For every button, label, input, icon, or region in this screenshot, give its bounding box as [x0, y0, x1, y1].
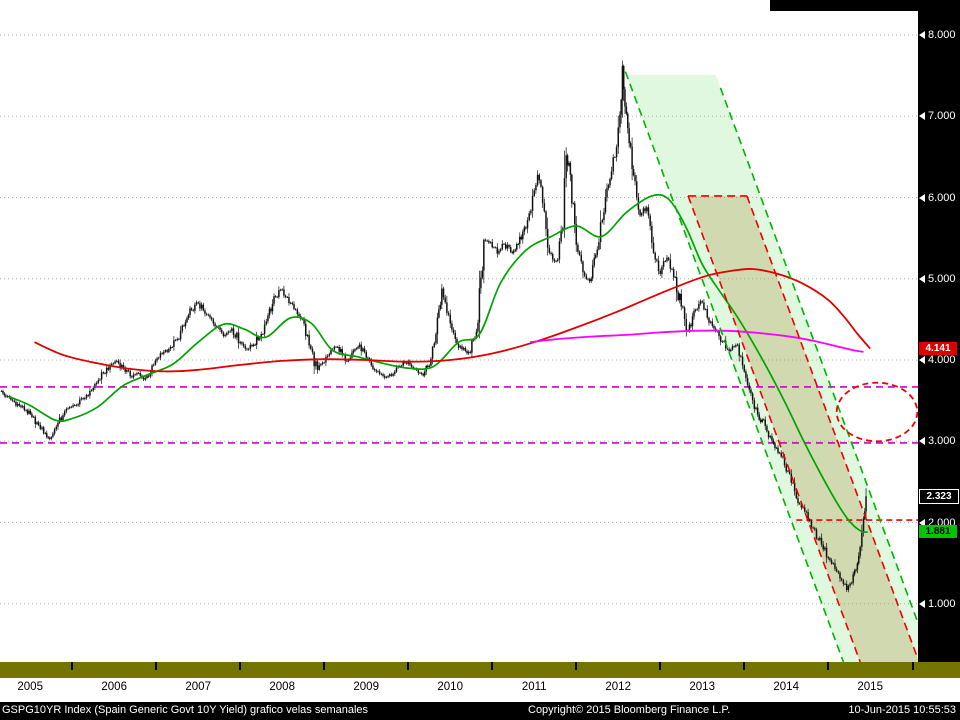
y-tick-arrow-icon — [919, 356, 925, 364]
ma-long-red — [34, 268, 871, 373]
y-tick-arrow-icon — [919, 518, 925, 527]
y-tick-label: 7.000 — [918, 110, 956, 122]
ma-short-green — [8, 193, 868, 534]
y-tick-label: 5.000 — [918, 273, 956, 285]
year-label: 2008 — [269, 681, 295, 693]
y-tick-label: 1.000 — [918, 598, 956, 610]
ma-flat-magenta — [529, 329, 864, 353]
moving-averages-layer — [8, 193, 871, 534]
y-tick-arrow-icon — [919, 599, 925, 608]
price-label-green-ma: 1.881 — [919, 525, 957, 539]
channel-outer-upper-green — [719, 87, 918, 624]
year-label: 2006 — [101, 681, 127, 693]
footer-copyright: Copyright© 2015 Bloomberg Finance L.P. — [528, 704, 731, 716]
y-tick-arrow-icon — [919, 112, 925, 121]
y-tick-arrow-icon — [919, 274, 925, 283]
x-axis-tick-band — [0, 662, 960, 678]
candles-layer — [0, 60, 867, 593]
gridlines-layer — [0, 34, 918, 605]
top-black-bar — [770, 0, 960, 11]
ellipse-annotation-layer — [835, 381, 918, 443]
price-label-last: 2.323 — [919, 489, 959, 505]
year-label: 2009 — [353, 681, 379, 693]
year-tick — [239, 662, 242, 670]
y-tick-label: 8.000 — [918, 29, 956, 41]
year-tick — [323, 662, 326, 670]
channel-outer-lower-green — [624, 71, 845, 662]
channel-fill-layer — [626, 74, 918, 662]
support-resistance-layer — [0, 386, 918, 521]
price-label-red-ma: 4.141 — [919, 341, 957, 355]
y-tick-label: 3.000 — [918, 435, 956, 447]
channel-inner-fill — [688, 195, 918, 662]
year-tick — [659, 662, 662, 670]
year-tick — [912, 662, 915, 670]
red-dashed-ellipse — [835, 381, 918, 443]
year-label: 2010 — [437, 681, 463, 693]
x-axis-label-band: 2005 2006 2007 2008 2009 2010 2011 2012 2013 2014… — [0, 678, 960, 702]
channel-inner-upper-red — [746, 195, 918, 660]
year-tick — [575, 662, 578, 670]
year-label: 2014 — [773, 681, 799, 693]
year-tick — [743, 662, 746, 670]
year-label: 2013 — [689, 681, 715, 693]
year-label: 2012 — [605, 681, 631, 693]
year-tick — [407, 662, 410, 670]
candlestick-chart-svg — [0, 34, 918, 662]
year-label: 2015 — [857, 681, 883, 693]
y-tick-arrow-icon — [919, 31, 925, 39]
footer-datetime: 10-Jun-2015 10:55:53 — [848, 704, 956, 716]
y-tick-label: 6.000 — [918, 192, 956, 204]
year-label: 2011 — [521, 681, 547, 693]
footer-bar: GSPG10YR Index (Spain Generic Govt 10Y Y… — [0, 702, 960, 720]
year-tick — [71, 662, 74, 670]
channel-lines-layer — [624, 71, 918, 662]
year-tick — [155, 662, 158, 670]
year-label: 2005 — [17, 681, 43, 693]
year-tick — [827, 662, 830, 670]
y-tick-arrow-icon — [919, 193, 925, 202]
year-label: 2007 — [185, 681, 211, 693]
y-axis-strip: 8.000 7.000 6.000 5.000 4.000 3.000 2.000 1.000… — [918, 0, 960, 662]
chart-plot-area — [0, 34, 918, 662]
channel-inner-lower-red — [687, 195, 861, 662]
y-tick-label: 4.000 — [918, 354, 956, 366]
year-tick — [491, 662, 494, 670]
footer-security-title: GSPG10YR Index (Spain Generic Govt 10Y Y… — [2, 704, 369, 716]
y-tick-arrow-icon — [919, 437, 925, 446]
